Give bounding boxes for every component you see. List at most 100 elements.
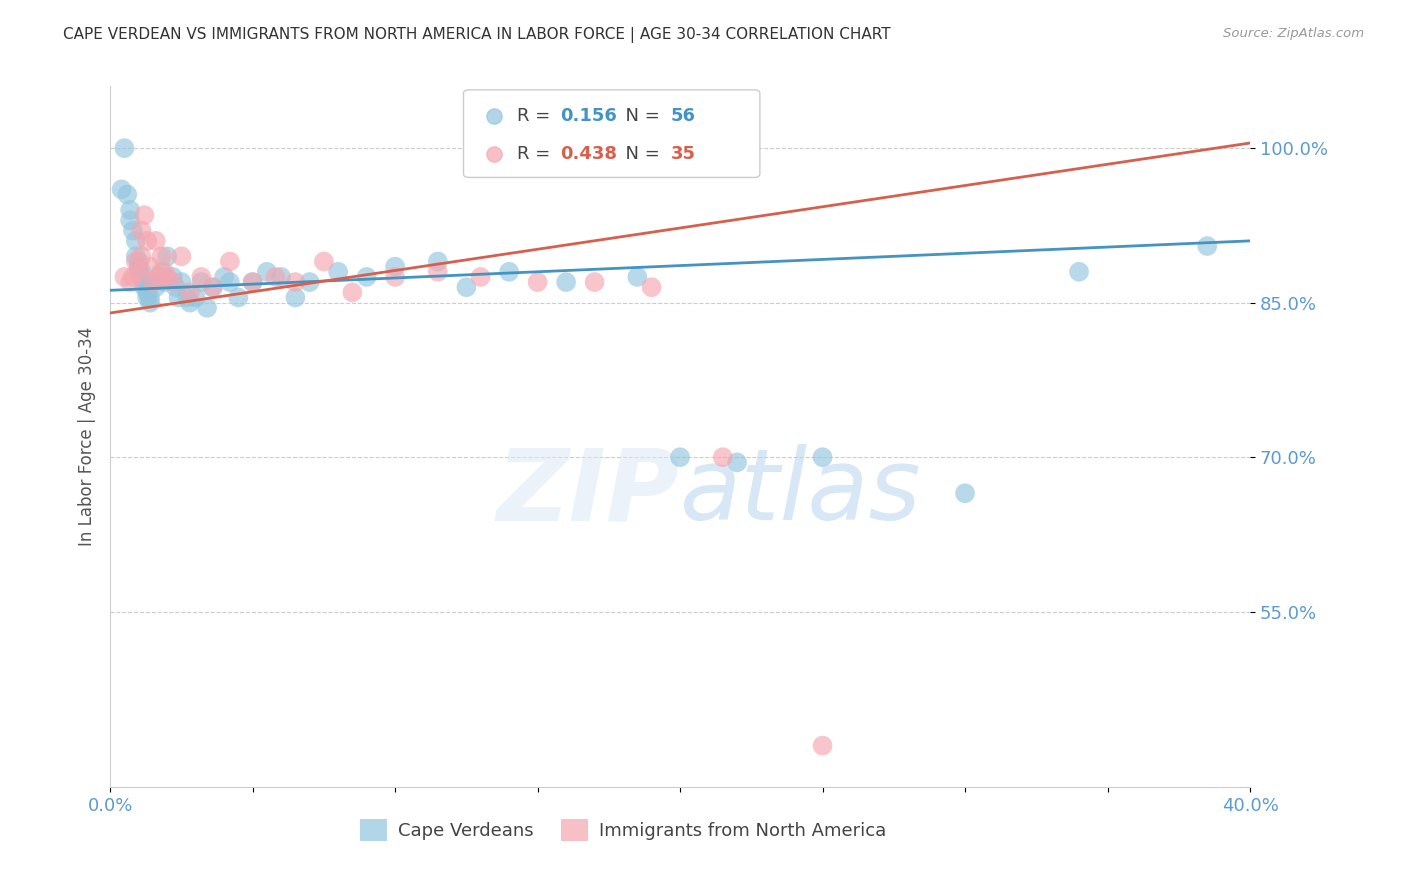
Text: N =: N = xyxy=(614,145,665,162)
Point xyxy=(284,291,307,305)
Point xyxy=(145,280,167,294)
Point xyxy=(184,291,207,305)
Point xyxy=(139,260,162,274)
Point xyxy=(190,269,212,284)
Point xyxy=(555,275,578,289)
Point xyxy=(148,269,170,284)
Text: atlas: atlas xyxy=(681,444,922,541)
Point xyxy=(190,275,212,289)
Point xyxy=(128,254,150,268)
Text: 35: 35 xyxy=(671,145,696,162)
Point xyxy=(195,301,218,315)
Point xyxy=(384,269,406,284)
Point xyxy=(167,291,190,305)
Point xyxy=(498,265,520,279)
Point xyxy=(112,141,135,155)
Point xyxy=(134,208,156,222)
Point xyxy=(811,450,834,465)
Point xyxy=(201,280,224,294)
Point xyxy=(125,249,148,263)
Point xyxy=(201,280,224,294)
Point xyxy=(142,275,165,289)
Point xyxy=(326,265,349,279)
Text: CAPE VERDEAN VS IMMIGRANTS FROM NORTH AMERICA IN LABOR FORCE | AGE 30-34 CORRELA: CAPE VERDEAN VS IMMIGRANTS FROM NORTH AM… xyxy=(63,27,891,43)
Point xyxy=(456,280,478,294)
Point xyxy=(142,275,165,289)
Point xyxy=(218,254,240,268)
Point xyxy=(134,280,156,294)
Point xyxy=(228,291,250,305)
Point xyxy=(426,265,449,279)
Point xyxy=(165,280,187,294)
Point xyxy=(145,234,167,248)
Point xyxy=(156,269,179,284)
Point xyxy=(583,275,606,289)
Point xyxy=(131,249,153,263)
Point xyxy=(120,275,142,289)
Point xyxy=(139,291,162,305)
Point xyxy=(162,275,184,289)
Point xyxy=(150,265,173,279)
Point xyxy=(212,269,235,284)
Text: 0.438: 0.438 xyxy=(561,145,617,162)
Point xyxy=(176,291,198,305)
Point xyxy=(153,275,176,289)
Point xyxy=(270,269,292,284)
Point xyxy=(384,260,406,274)
Point xyxy=(136,285,159,300)
Point xyxy=(811,739,834,753)
Point xyxy=(470,269,492,284)
Point xyxy=(156,249,179,263)
Point xyxy=(669,450,692,465)
Point xyxy=(1197,239,1219,253)
Point xyxy=(117,187,139,202)
Point xyxy=(640,280,662,294)
Point xyxy=(122,223,145,237)
Point xyxy=(131,265,153,279)
Point xyxy=(122,269,145,284)
Point xyxy=(131,223,153,237)
Text: ZIP: ZIP xyxy=(498,444,681,541)
Y-axis label: In Labor Force | Age 30-34: In Labor Force | Age 30-34 xyxy=(79,327,96,546)
Point xyxy=(356,269,378,284)
Point xyxy=(242,275,264,289)
Text: R =: R = xyxy=(517,145,557,162)
Point xyxy=(136,234,159,248)
Point xyxy=(218,275,240,289)
Point xyxy=(284,275,307,289)
Point xyxy=(312,254,335,268)
Point xyxy=(179,295,201,310)
Point xyxy=(153,265,176,279)
Point xyxy=(128,260,150,274)
Point xyxy=(136,291,159,305)
Text: R =: R = xyxy=(517,107,557,125)
Point xyxy=(170,275,193,289)
Point xyxy=(120,213,142,227)
Point xyxy=(110,182,132,196)
Point xyxy=(134,275,156,289)
Point xyxy=(170,249,193,263)
Text: Source: ZipAtlas.com: Source: ZipAtlas.com xyxy=(1223,27,1364,40)
Point xyxy=(128,265,150,279)
Point xyxy=(162,269,184,284)
Point xyxy=(298,275,321,289)
Point xyxy=(112,269,135,284)
Point xyxy=(711,450,734,465)
Point xyxy=(626,269,648,284)
Point xyxy=(1067,265,1090,279)
Point xyxy=(953,486,976,500)
Point xyxy=(120,202,142,217)
Point xyxy=(426,254,449,268)
Point xyxy=(725,455,748,469)
Point xyxy=(256,265,278,279)
Point xyxy=(342,285,364,300)
Point xyxy=(242,275,264,289)
Point xyxy=(125,254,148,268)
Text: 56: 56 xyxy=(671,107,696,125)
Point xyxy=(131,269,153,284)
Text: 0.156: 0.156 xyxy=(561,107,617,125)
Point xyxy=(125,234,148,248)
Point xyxy=(148,269,170,284)
Point xyxy=(139,295,162,310)
Point xyxy=(526,275,548,289)
